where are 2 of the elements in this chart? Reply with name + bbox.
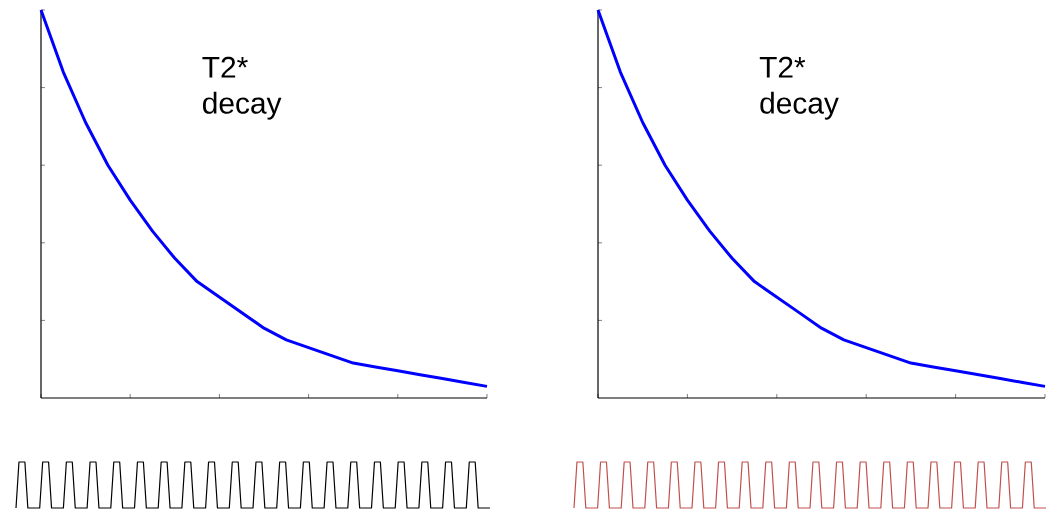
annotation: T2* decay [759, 56, 839, 120]
annotation: T2* decay [202, 56, 282, 120]
